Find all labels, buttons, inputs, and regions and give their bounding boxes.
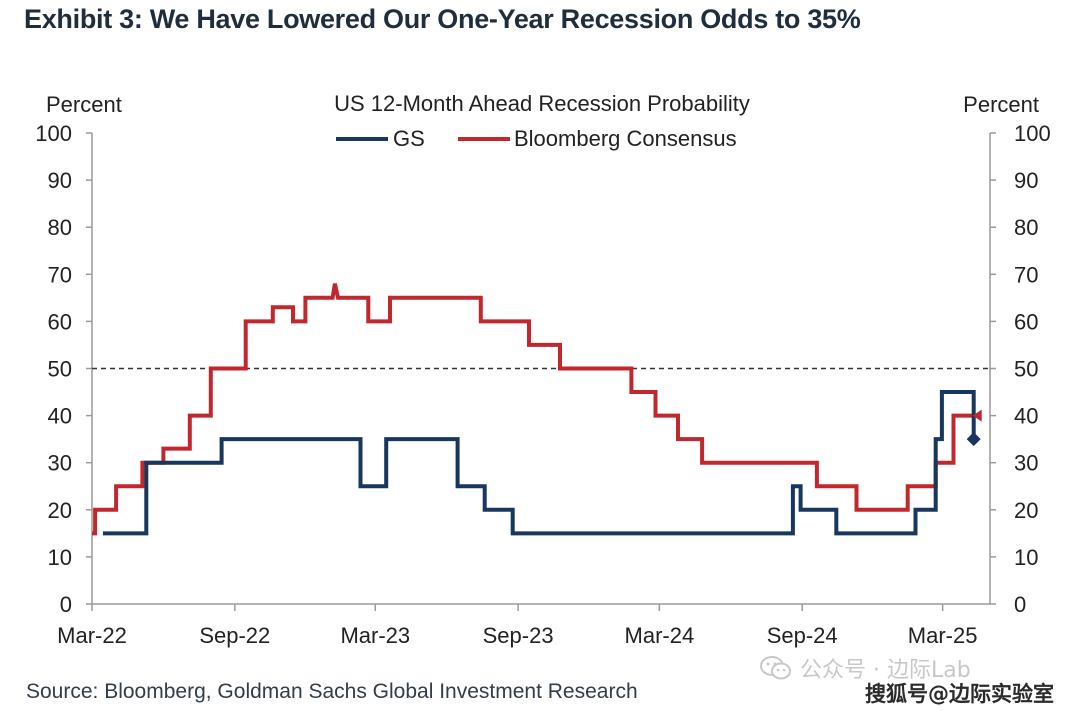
left-axis-label: Percent bbox=[46, 92, 122, 117]
y-tick-label-right: 50 bbox=[1014, 357, 1038, 382]
exhibit-title: Exhibit 3: We Have Lowered Our One-Year … bbox=[24, 4, 861, 34]
chart-title: US 12-Month Ahead Recession Probability bbox=[334, 91, 750, 116]
y-tick-label-left: 100 bbox=[35, 121, 72, 146]
y-tick-label-right: 10 bbox=[1014, 545, 1038, 570]
y-tick-label-left: 50 bbox=[48, 357, 72, 382]
x-ticks: Mar-22 Sep-22 Mar-23 Sep-23 Mar-24 Sep-24 Mar-… bbox=[57, 604, 977, 648]
y-tick-label-right: 70 bbox=[1014, 262, 1038, 287]
y-tick-label-right: 90 bbox=[1014, 168, 1038, 193]
y-tick-label-left: 20 bbox=[48, 498, 72, 523]
series-line-gs bbox=[102, 390, 976, 536]
gs-end-marker bbox=[966, 432, 981, 447]
left-y-ticks: 0 10 20 30 40 50 60 70 80 90 100 bbox=[35, 121, 92, 617]
watermark-text-1: 公众号 · 边际Lab bbox=[800, 658, 971, 683]
y-tick-label-left: 0 bbox=[60, 592, 72, 617]
bloomberg-end-marker bbox=[972, 409, 982, 422]
legend-label-bloomberg: Bloomberg Consensus bbox=[514, 126, 737, 151]
x-tick-label: Sep-22 bbox=[199, 623, 270, 648]
y-tick-label-right: 40 bbox=[1014, 404, 1038, 429]
y-tick-label-right: 60 bbox=[1014, 309, 1038, 334]
wechat-watermark: 公众号 · 边际Lab bbox=[760, 652, 971, 684]
y-tick-label-right: 100 bbox=[1014, 121, 1051, 146]
y-tick-label-right: 20 bbox=[1014, 498, 1038, 523]
y-tick-label-right: 80 bbox=[1014, 215, 1038, 240]
y-tick-label-left: 80 bbox=[48, 215, 72, 240]
x-tick-label: Sep-23 bbox=[483, 623, 554, 648]
watermark-text-2: 搜狐号@边际实验室 bbox=[865, 682, 1054, 706]
wechat-icon bbox=[760, 656, 791, 680]
right-y-ticks: 0 10 20 30 40 50 60 70 80 90 100 bbox=[990, 121, 1051, 617]
y-tick-label-left: 90 bbox=[48, 168, 72, 193]
x-tick-label: Mar-22 bbox=[57, 623, 127, 648]
source-note: Source: Bloomberg, Goldman Sachs Global … bbox=[26, 680, 638, 703]
y-tick-label-left: 40 bbox=[48, 404, 72, 429]
legend: GS Bloomberg Consensus bbox=[336, 126, 737, 151]
y-tick-label-left: 60 bbox=[48, 309, 72, 334]
x-tick-label: Mar-25 bbox=[908, 623, 978, 648]
y-tick-label-left: 10 bbox=[48, 545, 72, 570]
y-tick-label-left: 30 bbox=[48, 451, 72, 476]
y-tick-label-right: 30 bbox=[1014, 451, 1038, 476]
legend-label-gs: GS bbox=[393, 126, 425, 151]
y-tick-label-left: 70 bbox=[48, 262, 72, 287]
series-line-bloomberg-consensus bbox=[92, 283, 974, 536]
right-axis-label: Percent bbox=[963, 92, 1039, 117]
x-tick-label: Sep-24 bbox=[767, 623, 838, 648]
y-tick-label-right: 0 bbox=[1014, 592, 1026, 617]
x-tick-label: Mar-23 bbox=[340, 623, 410, 648]
x-tick-label: Mar-24 bbox=[625, 623, 695, 648]
